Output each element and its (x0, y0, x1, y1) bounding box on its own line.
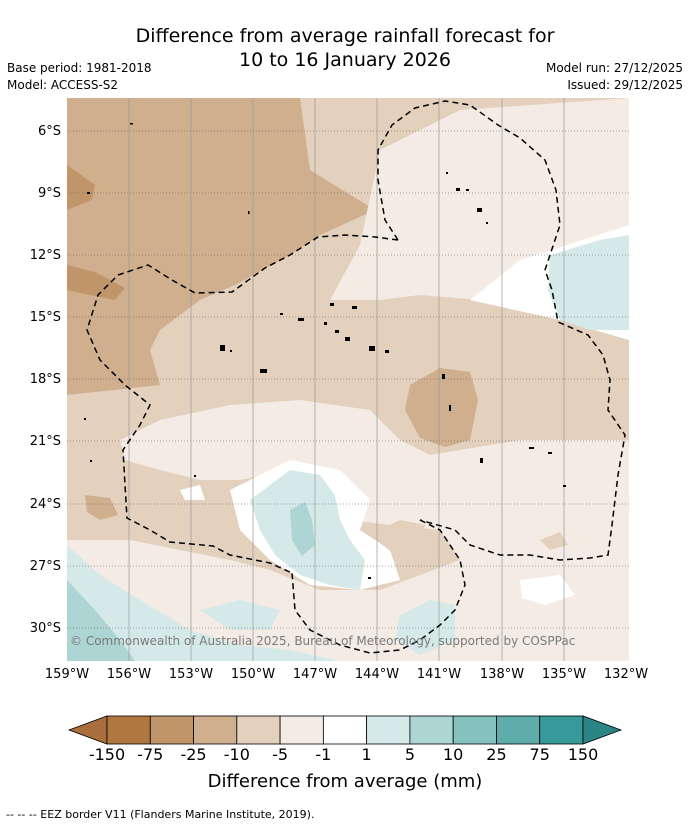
lon-label-147w: 147°W (292, 667, 338, 682)
colorbar-tick-label: -25 (180, 745, 207, 764)
colorbar-segment (366, 715, 411, 745)
colorbar-tick-label: -150 (88, 745, 126, 764)
colorbar (67, 715, 623, 745)
colorbar-segment (279, 715, 324, 745)
anomaly-region-east-wet (548, 235, 629, 330)
lon-label-132w: 132°W (603, 667, 649, 682)
colorbar-tick-label: -10 (223, 745, 250, 764)
lon-label-144w: 144°W (354, 667, 400, 682)
model-name: Model: ACCESS-S2 (7, 78, 119, 92)
colorbar-segment (539, 715, 584, 745)
anomaly-region-southwest-wetter (67, 580, 135, 661)
lat-label-9s: 9°S (37, 186, 61, 201)
anomaly-region-southwest (85, 495, 118, 520)
lon-label-150w: 150°W (230, 667, 276, 682)
lon-label-159w: 159°W (44, 667, 90, 682)
colorbar-tick-label: 5 (404, 745, 415, 764)
issued-date: Issued: 29/12/2025 (567, 78, 683, 92)
map-title-line1: Difference from average rainfall forecas… (135, 25, 555, 47)
anomaly-region-west-dark-2 (67, 265, 125, 300)
colorbar-segment (149, 715, 194, 745)
colorbar-segment (452, 715, 497, 745)
anomaly-region-small-neutral (180, 485, 205, 500)
copyright-notice: © Commonwealth of Australia 2025, Bureau… (70, 634, 576, 648)
colorbar-extend-low (67, 715, 108, 745)
colorbar-segment (409, 715, 454, 745)
lat-label-21s: 21°S (29, 434, 61, 449)
anomaly-region-southeast-dry (540, 532, 568, 550)
lat-label-24s: 24°S (29, 497, 61, 512)
map-title-line2: 10 to 16 January 2026 (239, 49, 451, 71)
colorbar-tick-label: 1 (361, 745, 372, 764)
lon-label-138w: 138°W (479, 667, 525, 682)
colorbar-tick-label: 25 (486, 745, 507, 764)
lat-label-18s: 18°S (29, 372, 61, 387)
lat-label-15s: 15°S (29, 310, 61, 325)
colorbar-tick-label: -75 (137, 745, 164, 764)
lat-label-27s: 27°S (29, 559, 61, 574)
lat-label-6s: 6°S (37, 124, 61, 139)
colorbar-tick-label: 10 (442, 745, 464, 764)
model-run: Model run: 27/12/2025 (545, 61, 683, 75)
colorbar-tick-label: -1 (315, 745, 332, 764)
eez-legend: -- -- -- EEZ border V11 (Flanders Marine… (6, 808, 315, 821)
anomaly-region-south-light (67, 400, 629, 661)
lon-label-141w: 141°W (416, 667, 462, 682)
eez-border-lines (86, 100, 626, 654)
lat-label-12s: 12°S (29, 248, 61, 263)
colorbar-extend-high (582, 715, 623, 745)
anomaly-region-south-dry (380, 520, 425, 555)
colorbar-tick-label: -5 (272, 745, 289, 764)
colorbar-tick-label: 75 (529, 745, 550, 764)
rainfall-anomaly-field (67, 98, 629, 661)
anomaly-region-west-dark (67, 165, 95, 210)
colorbar-segment (236, 715, 281, 745)
anomaly-region-small-wet (200, 600, 280, 630)
anomaly-region-south-wetter (290, 502, 315, 556)
anomaly-region-southeast-neutral (520, 575, 575, 605)
anomaly-region-southwest-wet (67, 545, 340, 661)
anomaly-region-southeast-wet (395, 600, 455, 655)
anomaly-region-central (405, 368, 478, 447)
colorbar-segment (193, 715, 238, 745)
colorbar-title: Difference from average (mm) (207, 771, 483, 792)
anomaly-region-west (67, 98, 375, 395)
colorbar-segment (322, 715, 368, 745)
lon-label-135w: 135°W (541, 667, 587, 682)
lon-label-153w: 153°W (168, 667, 214, 682)
lon-label-156w: 156°W (106, 667, 152, 682)
island-markers (84, 123, 566, 579)
lat-label-30s: 30°S (29, 621, 61, 636)
base-period: Base period: 1981-2018 (7, 61, 152, 75)
colorbar-segment (106, 715, 151, 745)
colorbar-tick-label: 150 (567, 745, 599, 764)
colorbar-segment (496, 715, 541, 745)
map-gridlines (67, 130, 629, 629)
map-meridians (128, 98, 565, 661)
